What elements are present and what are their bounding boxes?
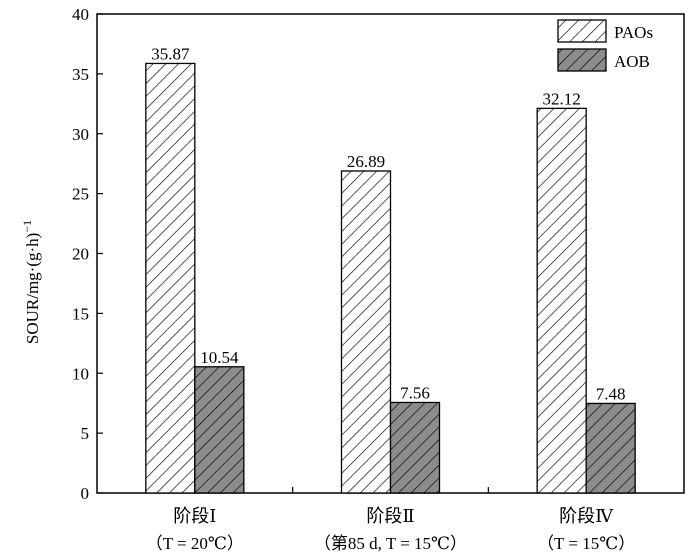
y-tick-label: 25 — [72, 185, 89, 204]
data-label: 32.12 — [543, 89, 581, 108]
bar-paos — [340, 170, 392, 494]
x-category-condition: （T = 15℃） — [537, 534, 635, 553]
y-tick-label: 15 — [72, 304, 89, 323]
legend-swatch-aob — [557, 48, 607, 72]
bar-aob — [389, 401, 441, 494]
data-label: 26.89 — [347, 152, 385, 171]
y-tick-label: 5 — [81, 424, 90, 443]
y-tick-label: 10 — [72, 364, 89, 383]
x-category-label: 阶段Ⅰ — [173, 506, 216, 526]
bar-paos — [536, 107, 587, 494]
legend-swatch-paos — [557, 19, 607, 43]
x-category-label: 阶段Ⅳ — [559, 506, 614, 526]
y-tick-label: 35 — [72, 65, 89, 84]
data-label: 7.48 — [596, 384, 626, 403]
legend-label-aob: AOB — [614, 52, 650, 71]
x-category-condition: （T = 20℃） — [146, 534, 244, 553]
y-axis-label-superscript: −1 — [20, 220, 34, 233]
x-category-condition: （第85 d, T = 15℃） — [314, 534, 467, 553]
y-tick-label: 20 — [72, 245, 89, 264]
y-tick-label: 0 — [81, 484, 90, 503]
bar-paos — [145, 62, 196, 494]
bar-aob — [194, 366, 245, 494]
y-tick-label: 30 — [72, 125, 89, 144]
data-label: 7.56 — [400, 383, 430, 402]
legend-label-paos: PAOs — [614, 23, 653, 42]
y-axis-label: SOUR/mg·(g·h)−1 — [20, 220, 42, 344]
x-category-label: 阶段Ⅱ — [366, 506, 414, 526]
bar-aob — [585, 402, 636, 494]
y-tick-label: 40 — [72, 5, 89, 24]
data-label: 10.54 — [200, 348, 239, 367]
data-label: 35.87 — [151, 44, 190, 63]
plot-area: 0 5 10 15 20 25 30 35 40 35.87 10.54 阶段Ⅰ （T = 20℃） 26… — [72, 5, 685, 553]
